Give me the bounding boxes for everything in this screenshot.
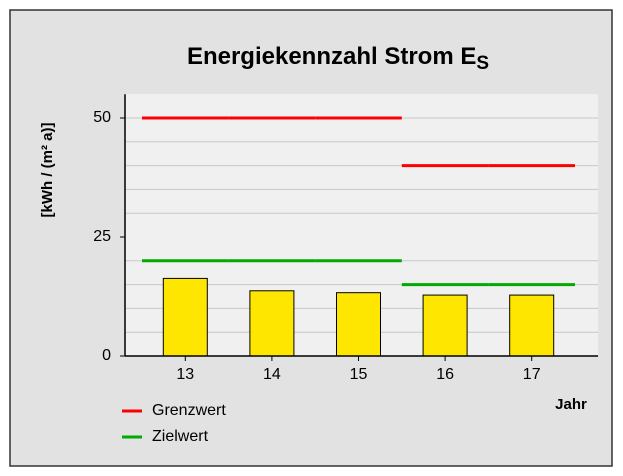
- y-tick-label: 0: [102, 347, 111, 364]
- y-tick-label: 25: [93, 228, 111, 245]
- y-axis-label: [kWh / (m² a)]: [39, 123, 56, 218]
- y-tick-label: 50: [93, 109, 111, 126]
- legend-label: Zielwert: [152, 428, 209, 445]
- x-tick-label: 16: [436, 366, 454, 383]
- bar: [162, 277, 208, 357]
- x-tick-label: 13: [176, 366, 194, 383]
- x-axis-label: Jahr: [555, 396, 587, 413]
- bar: [509, 294, 555, 357]
- x-tick-label: 15: [350, 366, 368, 383]
- title-subscript: S: [476, 53, 489, 74]
- title-main: Energiekennzahl Strom E: [187, 43, 476, 70]
- chart-title: Energiekennzahl Strom ES: [187, 43, 489, 74]
- bar: [422, 294, 468, 357]
- bar: [249, 290, 295, 357]
- legend-label: Grenzwert: [152, 402, 226, 419]
- x-tick-label: 17: [523, 366, 541, 383]
- x-tick-label: 14: [263, 366, 281, 383]
- bar: [336, 292, 381, 357]
